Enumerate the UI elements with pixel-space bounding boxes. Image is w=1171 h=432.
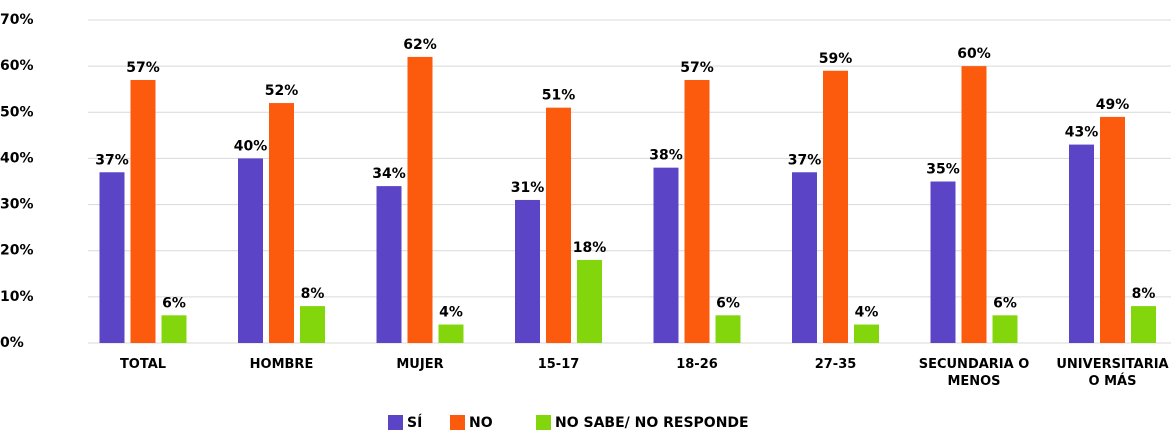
x-tick-label: MUJER: [396, 357, 444, 372]
value-label: 18%: [573, 240, 607, 256]
bar: [376, 186, 402, 343]
x-tick-label: UNIVERSITARIA O MÁS: [1056, 357, 1169, 389]
bar: [854, 324, 879, 343]
value-label: 43%: [1065, 125, 1099, 141]
y-tick-label: 20%: [0, 243, 34, 259]
x-tick-label: 15-17: [537, 357, 580, 372]
value-label: 37%: [95, 152, 129, 168]
legend-label: NO SABE/ NO RESPONDE: [555, 415, 749, 431]
legend-swatch: [536, 415, 551, 430]
value-label: 37%: [788, 152, 822, 168]
bar: [1069, 144, 1094, 343]
value-label: 51%: [542, 88, 576, 104]
bar: [130, 79, 156, 343]
y-tick-label: 40%: [0, 150, 34, 166]
bar: [546, 107, 571, 344]
legend-label: SÍ: [407, 414, 422, 431]
value-label: 38%: [649, 148, 683, 164]
value-label: 4%: [439, 305, 463, 321]
value-label: 35%: [926, 162, 960, 178]
bar: [1100, 116, 1125, 344]
value-label: 60%: [957, 46, 991, 62]
value-label: 8%: [301, 286, 325, 302]
value-label: 49%: [1096, 97, 1130, 113]
bar: [992, 315, 1018, 343]
x-tick-label: 18-26: [676, 357, 718, 372]
y-tick-label: 60%: [0, 58, 34, 74]
bar: [300, 306, 325, 343]
value-label: 34%: [372, 166, 406, 182]
bar: [930, 181, 956, 343]
y-tick-label: 50%: [0, 104, 34, 120]
bar: [792, 172, 817, 343]
bar: [99, 172, 125, 343]
bar: [238, 158, 263, 343]
value-label: 62%: [403, 37, 437, 53]
value-label: 31%: [511, 180, 545, 196]
x-tick-label: HOMBRE: [249, 357, 314, 372]
legend-swatch: [388, 415, 403, 430]
value-label: 6%: [716, 295, 740, 311]
bar: [577, 259, 602, 343]
x-tick-label: TOTAL: [119, 357, 167, 372]
bar: [438, 324, 464, 343]
value-label: 8%: [1132, 286, 1156, 302]
value-label: 52%: [265, 83, 299, 99]
x-tick-label: 27-35: [814, 357, 857, 372]
legend-swatch: [450, 415, 465, 430]
value-label: 57%: [126, 60, 160, 76]
bar: [823, 70, 848, 343]
bar: [715, 315, 741, 343]
value-label: 4%: [855, 305, 879, 321]
bar: [161, 315, 187, 343]
y-tick-label: 10%: [0, 289, 34, 305]
value-label: 6%: [162, 295, 186, 311]
bar: [269, 103, 294, 343]
bar: [1131, 306, 1156, 343]
y-tick-label: 30%: [0, 197, 34, 213]
x-tick-label: SECUNDARIA O MENOS: [918, 357, 1030, 389]
bar: [653, 167, 679, 343]
value-label: 59%: [819, 51, 853, 67]
bar: [407, 56, 433, 344]
value-label: 40%: [234, 138, 268, 154]
y-tick-label: 0%: [0, 335, 24, 351]
value-label: 57%: [680, 60, 714, 76]
bar: [515, 199, 540, 343]
bar: [684, 79, 710, 343]
y-tick-label: 70%: [0, 12, 34, 28]
legend-label: NO: [469, 415, 493, 431]
bar: [961, 66, 987, 344]
value-label: 6%: [993, 295, 1017, 311]
